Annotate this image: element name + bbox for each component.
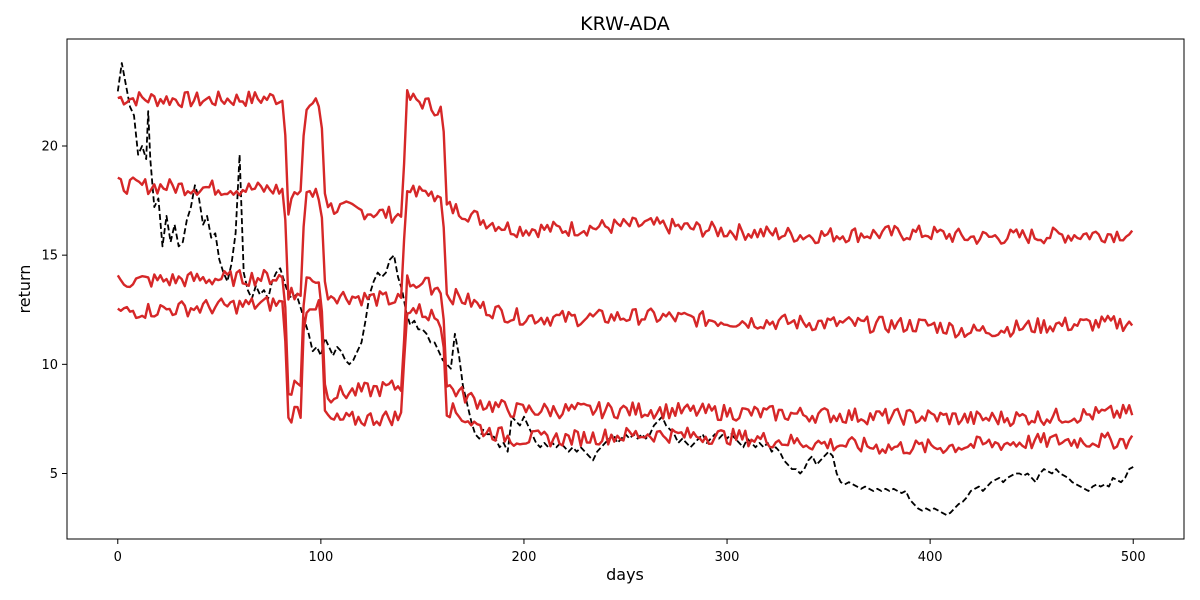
y-axis-ticks: 5 10 15 20 bbox=[41, 139, 67, 482]
plot-frame bbox=[66, 38, 1185, 540]
y-tick-label: 15 bbox=[41, 249, 58, 264]
y-axis-label: return bbox=[15, 265, 34, 314]
band-line-4 bbox=[117, 295, 1134, 455]
x-axis-label: days bbox=[606, 565, 644, 584]
x-tick-label: 100 bbox=[308, 550, 333, 565]
y-tick-label: 5 bbox=[50, 467, 58, 482]
y-tick-label: 20 bbox=[41, 139, 58, 154]
x-tick-label: 400 bbox=[918, 550, 943, 565]
band-line-1 bbox=[117, 89, 1134, 245]
x-tick-label: 0 bbox=[114, 550, 122, 565]
x-tick-label: 500 bbox=[1121, 550, 1146, 565]
x-tick-label: 200 bbox=[512, 550, 537, 565]
plot-lines bbox=[116, 62, 1134, 516]
y-tick-label: 10 bbox=[41, 358, 58, 373]
chart-title: KRW-ADA bbox=[580, 13, 670, 35]
x-tick-label: 300 bbox=[715, 550, 740, 565]
band-line-2 bbox=[117, 176, 1134, 339]
x-axis-ticks: 0 100 200 300 400 500 bbox=[114, 539, 1146, 565]
